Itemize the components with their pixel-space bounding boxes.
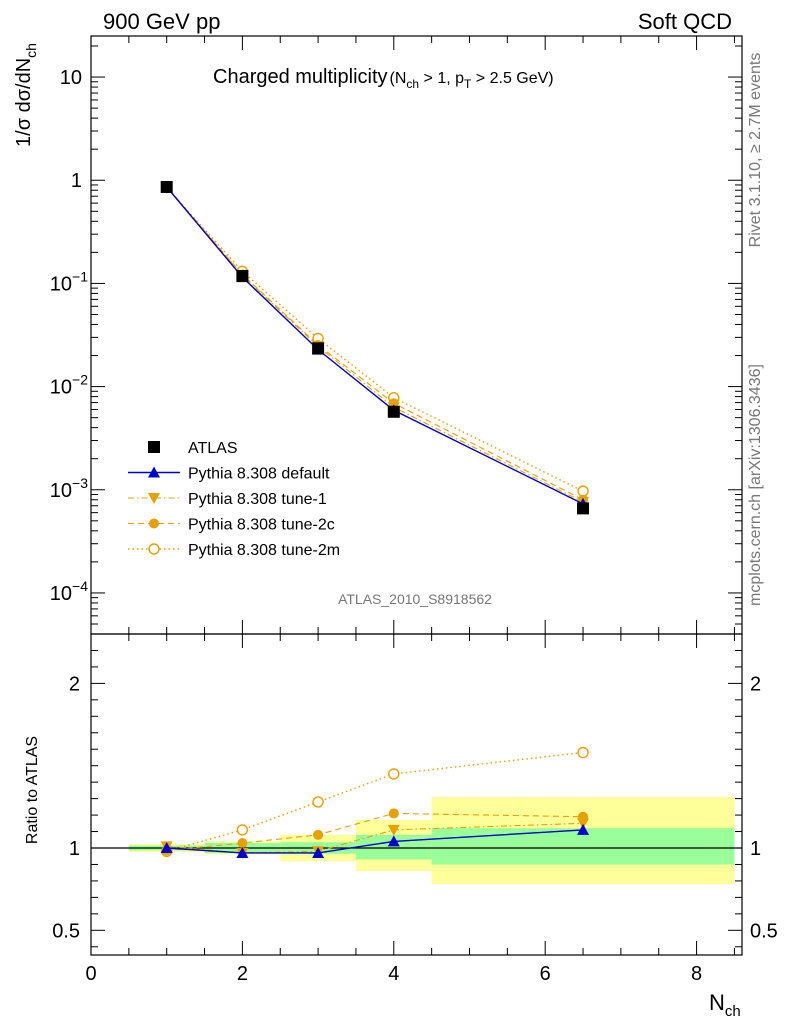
chart-title-cut-3: > 2.5 GeV) xyxy=(471,70,553,87)
ratio-point-tune2m xyxy=(577,746,589,759)
ratio-y-tick-label-right: 1 xyxy=(750,838,761,860)
mcplots-label: mcplots.cern.ch [arXiv:1306.3436] xyxy=(747,364,764,606)
main-y-tick-label-base: 10 xyxy=(50,377,72,399)
ratio-point-tune2m xyxy=(388,768,400,780)
main-y-tick-label: 10−1 xyxy=(50,268,88,295)
main-y-tick-label: 10−3 xyxy=(50,475,88,502)
rivet-version-label: Rivet 3.1.10, ≥ 2.7M events xyxy=(747,53,764,248)
main-y-tick-label-exponent: −2 xyxy=(72,372,88,388)
ratio-y-tick-label-right: 2 xyxy=(750,673,761,695)
ratio-point-default xyxy=(387,835,400,847)
ratio-panel: 0.5 0.5 1 1 2 2 0 2 4 6 8 Ratio to ATLAS Nch xyxy=(24,633,778,1020)
ratio-point-default xyxy=(160,842,173,853)
ratio-point-default xyxy=(577,823,590,835)
main-y-tick-label-exponent: −4 xyxy=(72,578,88,594)
ratio-series xyxy=(160,746,590,859)
main-series-line-tune2c xyxy=(166,187,584,501)
ratio-point-tune2c xyxy=(237,838,248,849)
main-point-data xyxy=(577,502,590,515)
legend-marker-data xyxy=(148,441,160,453)
main-y-tick-label: 10−4 xyxy=(50,578,88,605)
ratio-point-tune1 xyxy=(387,824,400,836)
chart-title-cut-sub-1: ch xyxy=(406,77,419,91)
ratio-y-tick-label-left: 2 xyxy=(69,673,80,695)
header-right: Soft QCD xyxy=(638,9,732,34)
ratio-x-tick-label: 4 xyxy=(388,963,399,985)
ratio-x-tick-label: 6 xyxy=(540,963,551,985)
legend-label-tune2m: Pythia 8.308 tune-2m xyxy=(188,542,340,559)
main-ylabel: 1/σ dσ/dNch xyxy=(13,43,39,147)
main-y-tick-label-base: 10 xyxy=(50,583,72,605)
main-point-tune2m xyxy=(577,485,589,497)
legend-label-default: Pythia 8.308 default xyxy=(188,466,330,483)
ratio-point-default xyxy=(236,846,249,858)
ratio-axis-ticks: 0.5 0.5 1 1 2 2 0 2 4 6 8 xyxy=(52,634,778,985)
header-left: 900 GeV pp xyxy=(103,9,220,34)
main-series xyxy=(160,180,590,515)
analysis-watermark: ATLAS_2010_S8918562 xyxy=(338,591,492,607)
ratio-point-tune2c xyxy=(388,808,399,819)
ratio-x-tick-label: 2 xyxy=(237,963,248,985)
ratio-xlabel: Nch xyxy=(709,990,741,1020)
chart-title-cut-2: > 1, p xyxy=(419,70,464,87)
legend-marker-tune1 xyxy=(148,493,160,504)
ratio-point-tune2c xyxy=(313,829,324,840)
main-point-data xyxy=(312,342,325,355)
ratio-x-tick-label: 8 xyxy=(691,963,702,985)
main-ylabel-sub: ch xyxy=(23,43,39,58)
ratio-y-tick-label-left: 1 xyxy=(69,838,80,860)
chart-title: Charged multiplicity (Nch > 1, pT > 2.5 G… xyxy=(213,66,554,91)
main-y-tick-label: 10 xyxy=(60,67,82,89)
chart-title-cut-sub-2: T xyxy=(464,77,472,91)
main-point-data xyxy=(160,180,173,193)
legend-label-tune1: Pythia 8.308 tune-1 xyxy=(188,491,327,508)
ratio-ylabel: Ratio to ATLAS xyxy=(24,736,41,844)
ratio-point-tune2m xyxy=(236,824,249,836)
legend-label-data: ATLAS xyxy=(188,440,238,457)
ratio-x-tick-label: 0 xyxy=(85,963,96,985)
ratio-frame xyxy=(90,633,743,956)
main-y-tick-label-base: 10 xyxy=(50,273,72,295)
legend-marker-tune2m xyxy=(148,543,160,555)
main-ylabel-base: 1/σ dσ/dN xyxy=(13,58,35,147)
main-y-tick-label: 1 xyxy=(71,170,82,192)
chart-title-cut-1: (N xyxy=(390,70,407,87)
main-point-data xyxy=(387,405,400,418)
legend-label-tune2c: Pythia 8.308 tune-2c xyxy=(188,517,335,534)
ratio-point-tune1 xyxy=(577,818,590,830)
ratio-point-tune2m xyxy=(312,796,324,808)
chart-title-main: Charged multiplicity xyxy=(213,66,388,88)
ratio-y-tick-label-right: 0.5 xyxy=(750,920,778,942)
ratio-xlabel-base: N xyxy=(709,990,725,1015)
main-point-data xyxy=(236,269,249,282)
main-y-tick-label: 10−2 xyxy=(50,372,88,399)
legend: ATLAS Pythia 8.308 default Pythia 8.308 tu… xyxy=(128,440,340,559)
ratio-point-default xyxy=(312,846,325,858)
legend-marker-tune2c xyxy=(149,518,159,529)
main-y-tick-label-exponent: −3 xyxy=(72,475,88,491)
main-y-tick-label-base: 10 xyxy=(50,480,72,502)
ratio-y-tick-label-left: 0.5 xyxy=(52,920,80,942)
legend-marker-default xyxy=(148,466,160,478)
ratio-xlabel-sub: ch xyxy=(725,1003,741,1020)
main-y-tick-label-exponent: −1 xyxy=(72,268,88,284)
